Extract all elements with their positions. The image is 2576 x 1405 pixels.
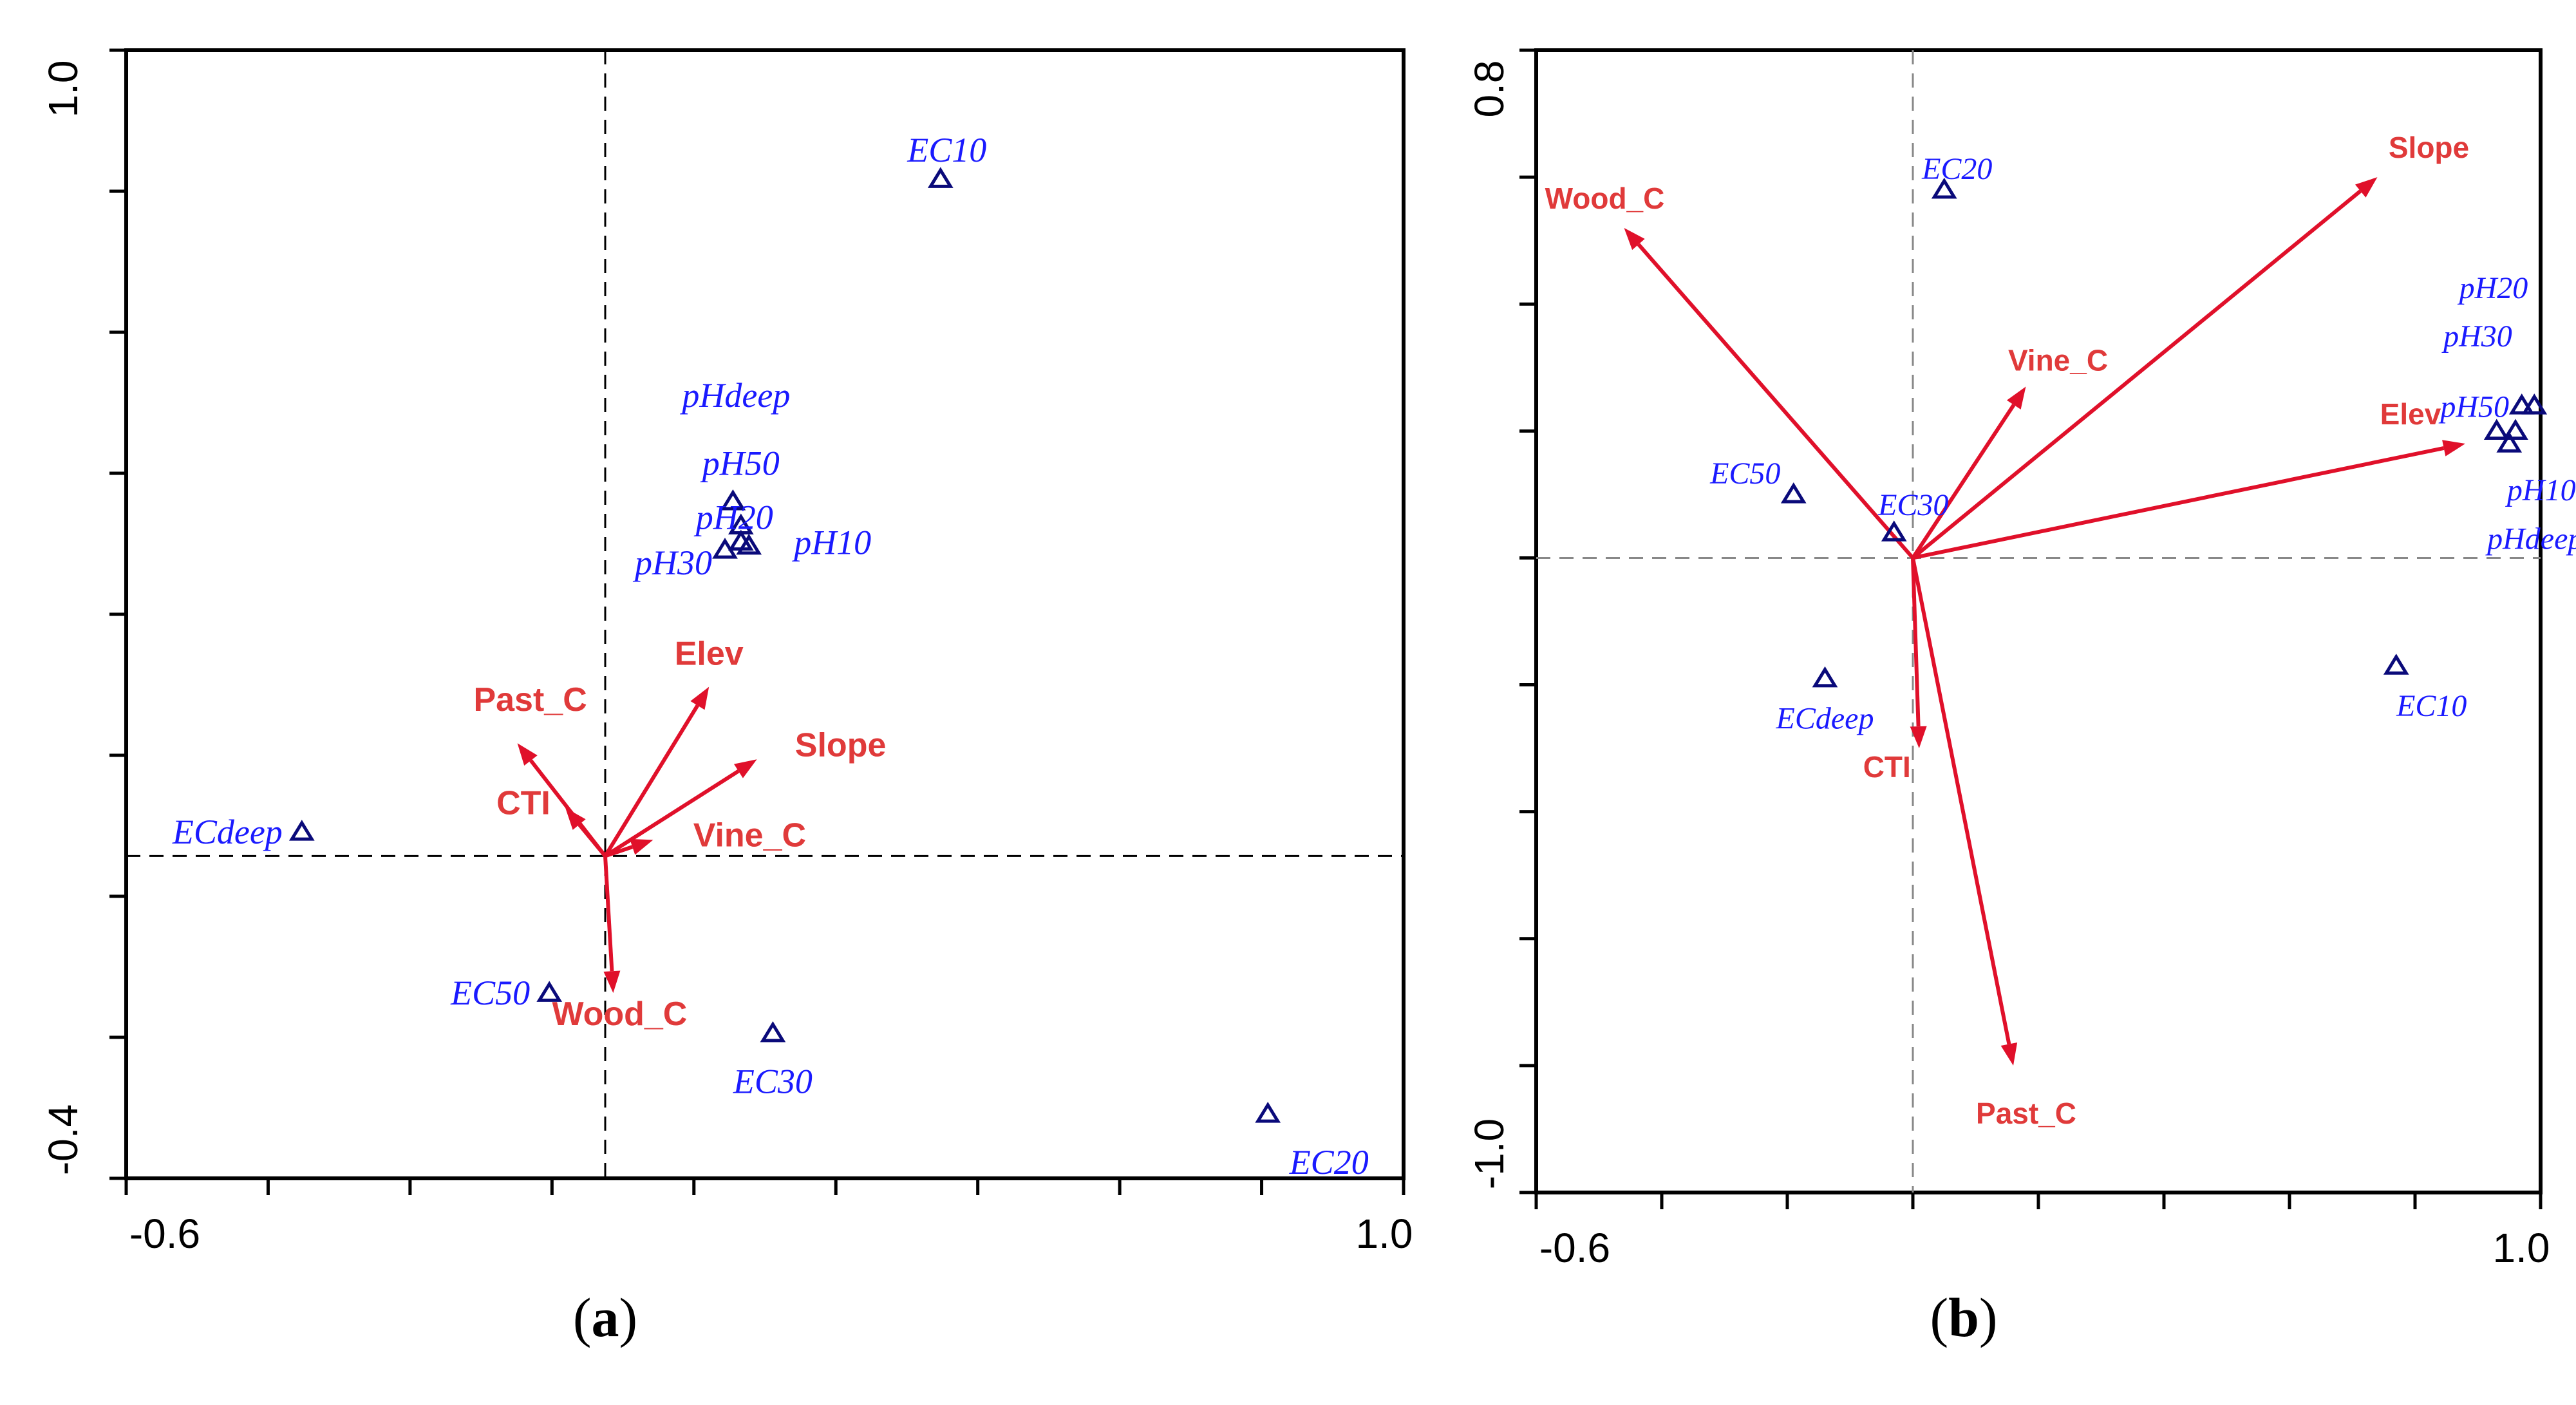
- panel-b-arrow-label-wood-c: Wood_C: [1545, 182, 1665, 215]
- panel-a-y-max-label: 1.0: [40, 61, 86, 118]
- panel-a-point-label-ec10: EC10: [907, 131, 986, 169]
- panel-a-point-ec10: [927, 167, 954, 188]
- panel-a-point-label-phdeep: pHdeep: [679, 376, 790, 415]
- panel-b-arrow-elev: [1912, 446, 2445, 560]
- panel-b-arrow-label-cti: CTI: [1863, 750, 1911, 784]
- panel-a-arrow-label-cti: CTI: [496, 784, 550, 822]
- panel-b-arrowhead-cti: [1910, 726, 1927, 749]
- panel-a-arrow-wood-c: [603, 856, 614, 972]
- panel-b-x-min-label: -0.6: [1539, 1225, 1610, 1271]
- panel-a-point-ph30: [712, 538, 738, 559]
- panel-a-label: (a): [573, 1287, 637, 1348]
- panel-b-arrowhead-wood-c: [1624, 227, 1645, 250]
- panel-a-arrowhead-slope: [733, 759, 757, 778]
- panel-b-point-label-ec50: EC50: [1709, 457, 1780, 491]
- panel-b-arrow-past-c: [1911, 557, 2011, 1045]
- panel-b-point-ph30: [2508, 393, 2535, 415]
- panel-a-arrow-label-slope: Slope: [795, 726, 887, 764]
- panel-a-point-ec30: [760, 1021, 786, 1042]
- panel-b-point-ph50: [2503, 419, 2528, 440]
- panel-a-arrowhead-wood-c: [603, 970, 621, 994]
- panel-b-arrow-vine-c: [1911, 404, 2016, 560]
- panel-a-point-label-ec20: EC20: [1289, 1143, 1369, 1182]
- panel-a-arrow-label-wood-c: Wood_C: [552, 995, 687, 1033]
- panel-b-x-max-label: 1.0: [2493, 1225, 2550, 1271]
- panel-b-point-ph20: [2521, 393, 2548, 415]
- panel-b-point-label-ec20: EC20: [1921, 152, 1992, 186]
- panel-a: -0.6 1.0 -0.4 1.0 Elev Past_C Slope CTI Vine_C Wo…: [40, 48, 1413, 1348]
- panel-a-point-label-ec50: EC50: [450, 974, 530, 1012]
- panel-b-point-label-ph10: pH10: [2505, 473, 2576, 507]
- panel-a-x-min-label: -0.6: [129, 1211, 200, 1257]
- panel-b-arrowhead-slope: [2355, 177, 2378, 198]
- panel-b-point-ecdeep: [1812, 666, 1838, 688]
- panel-b-arrow-label-slope: Slope: [2389, 131, 2469, 164]
- panel-b-arrow-label-vine-c: Vine_C: [2008, 343, 2108, 377]
- panel-a-point-phdeep: [720, 489, 746, 511]
- panel-a-arrowhead-past-c: [517, 743, 538, 766]
- panel-a-point-label-ec30: EC30: [733, 1062, 813, 1101]
- panel-a-point-ph10: [736, 533, 762, 555]
- panel-b-arrowhead-past-c: [2000, 1042, 2018, 1066]
- panel-b-point-ec50: [1780, 482, 1807, 504]
- panel-b-point-label-ph30: pH30: [2441, 319, 2512, 354]
- panel-a-point-ecdeep: [288, 820, 315, 841]
- panel-a-arrow-elev: [603, 704, 699, 857]
- panel-b-point-ec20: [1931, 178, 1957, 199]
- panel-b: -0.6 1.0 -1.0 0.8 Slope Wood_C Elev Vine_C CTI Pa…: [1466, 48, 2576, 1348]
- panel-b-point-label-ec30: EC30: [1877, 488, 1948, 522]
- panel-b-arrowhead-elev: [2442, 440, 2465, 457]
- panel-a-plot-frame: [124, 48, 1406, 1180]
- panel-b-label: (b): [1930, 1287, 1997, 1348]
- panel-b-arrow-slope: [1912, 189, 2362, 560]
- panel-a-point-label-ecdeep: ECdeep: [172, 813, 283, 851]
- panel-b-point-phdeep: [2483, 419, 2510, 440]
- panel-a-arrow-slope: [604, 769, 740, 858]
- panel-b-point-label-ph50: pH50: [2438, 390, 2509, 424]
- panel-b-point-label-phdeep: pHdeep: [2485, 522, 2576, 556]
- panel-a-y-min-label: -0.4: [40, 1104, 86, 1175]
- panel-b-point-label-ecdeep: ECdeep: [1776, 702, 1874, 736]
- panel-a-arrowhead-vine-c: [630, 838, 653, 855]
- panel-a-point-ec50: [536, 981, 563, 1002]
- panel-b-arrow-cti: [1911, 558, 1921, 727]
- panel-b-arrow-label-past-c: Past_C: [1976, 1097, 2076, 1130]
- panel-a-arrow-label-elev: Elev: [675, 636, 744, 673]
- panel-a-point-label-ph50: pH50: [700, 444, 780, 482]
- panel-b-arrowhead-vine-c: [2006, 386, 2026, 410]
- panel-a-arrow-vine-c: [605, 845, 634, 858]
- panel-b-y-max-label: 0.8: [1466, 61, 1512, 118]
- panel-b-point-label-ph20: pH20: [2458, 271, 2528, 305]
- panel-b-point-ph10: [2496, 431, 2523, 453]
- panel-a-point-label-ph20: pH20: [693, 498, 773, 536]
- panel-a-point-ec20: [1255, 1102, 1281, 1123]
- panel-a-arrowhead-cti: [565, 807, 586, 830]
- panel-b-y-min-label: -1.0: [1466, 1118, 1512, 1189]
- panel-a-point-label-ph10: pH10: [791, 523, 871, 562]
- panel-b-point-ec30: [1881, 520, 1907, 542]
- panel-b-plot-frame: [1534, 48, 2543, 1194]
- panel-a-point-label-ph30: pH30: [632, 543, 712, 582]
- panel-a-x-max-label: 1.0: [1356, 1211, 1413, 1257]
- panel-b-point-ec10: [2383, 654, 2409, 675]
- panel-a-arrow-label-vine-c: Vine_C: [693, 816, 806, 854]
- panel-a-arrow-cti: [578, 823, 607, 858]
- panel-a-arrowhead-elev: [690, 686, 710, 710]
- panel-b-point-label-ec10: EC10: [2396, 689, 2467, 723]
- panel-b-arrow-label-elev: Elev: [2380, 397, 2441, 431]
- panel-b-arrow-wood-c: [1637, 243, 1915, 560]
- panel-a-arrow-label-past-c: Past_C: [473, 681, 587, 719]
